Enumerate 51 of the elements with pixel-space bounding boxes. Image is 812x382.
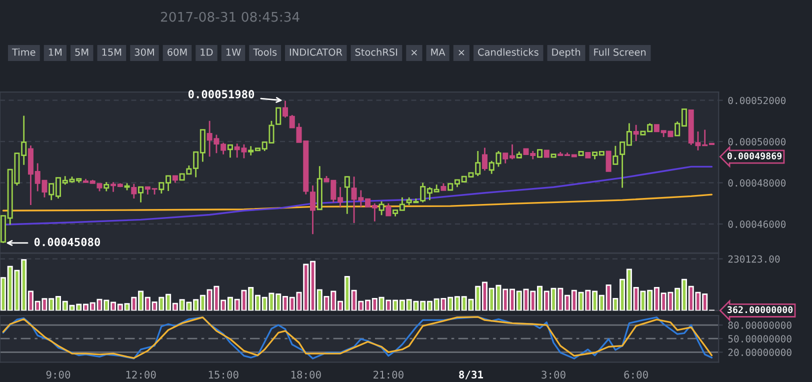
text: Depth [552,48,580,58]
annotation: 0.00045080 [34,238,100,246]
x-tick-label: 21:00 [374,370,404,379]
candlestick [227,144,233,158]
x-tick-label: 12:00 [126,370,156,379]
text: × [411,50,417,56]
candlestick [276,107,282,125]
x-tick-label: 3:00 [542,370,566,379]
annotation: 0.00051980 [188,90,254,98]
text: StochRSI [355,48,398,56]
x-tick-label: 6:00 [624,370,648,379]
text: 30M [134,48,154,56]
annotation: 362.00000000 [728,306,793,314]
text: 15M [102,48,122,56]
y-tick-label: 50.00000000 [728,335,792,342]
text: Time [12,48,36,56]
candlestick [310,184,316,235]
text: INDICATOR [290,48,342,56]
candlestick [138,186,144,204]
y-tick-label: 20.00000000 [728,348,792,356]
candlestick [386,202,392,216]
y-tick-label: 0.00052000 [728,96,786,104]
text: 60M [168,48,187,56]
text: 1W [226,48,241,56]
text: 1D [200,48,213,56]
y-tick-label: 0.00048000 [728,179,786,187]
text: Candlesticks [478,48,538,56]
candlestick [378,200,384,216]
text: 5M [75,48,88,56]
x-tick-label: 9:00 [46,370,70,379]
candlestick [612,145,618,165]
text: × [458,50,464,56]
x-tick-label: 15:00 [208,370,238,379]
candlestick [482,147,488,172]
candlestick [131,183,137,200]
text: Full Screen [594,48,646,56]
y-tick-label: 230123.00 [728,255,780,263]
text: Tools [253,48,277,56]
y-tick-label: 80.00000000 [728,322,792,329]
chart-title: 2017-08-31 08:45:34 [160,12,300,22]
x-tick-label: 18:00 [291,370,321,379]
text: 1M [48,48,62,56]
candlestick [606,150,612,172]
candlestick [104,181,110,192]
candlestick [633,124,639,142]
annotation: 0.00049869 [728,152,782,160]
text: MA [431,48,446,56]
y-tick-label: 0.00050000 [728,138,786,146]
x-tick-label: 8/31 [459,370,484,380]
y-tick-label: 0.00046000 [728,220,786,228]
candlestick [344,176,350,215]
